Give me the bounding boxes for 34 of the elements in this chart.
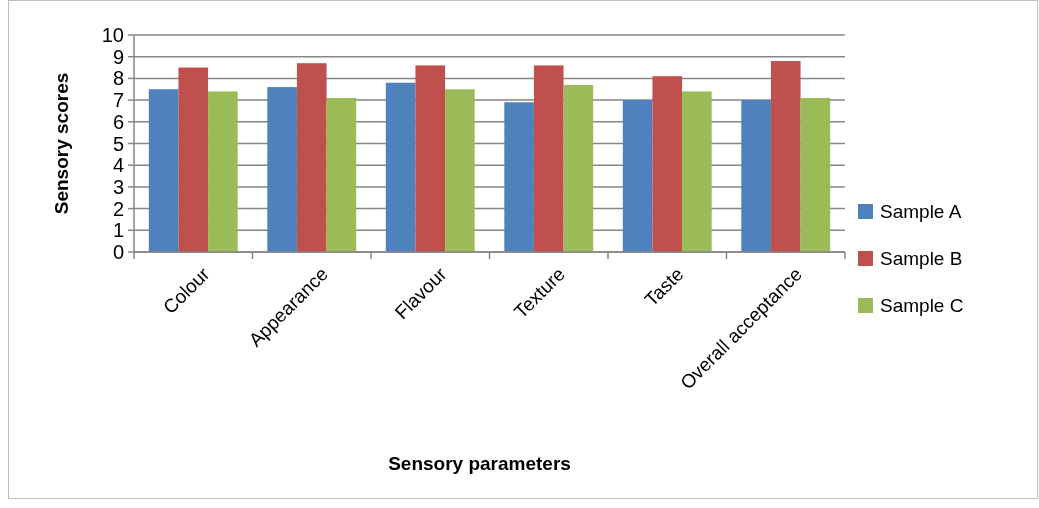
- y-tick-label: 4: [112, 154, 124, 177]
- bar: [445, 89, 475, 252]
- y-tick-label: 3: [112, 175, 124, 198]
- y-tick-label: 8: [112, 67, 124, 90]
- y-tick-label: 10: [101, 24, 124, 46]
- bar: [622, 100, 653, 252]
- y-tick-label: 6: [112, 110, 124, 133]
- bar: [652, 76, 683, 252]
- y-tick-label: 1: [112, 219, 124, 242]
- y-tick-label: 2: [112, 197, 124, 220]
- bar: [504, 102, 534, 252]
- y-tick-label: 5: [112, 132, 124, 155]
- bar: [533, 65, 564, 252]
- bar: [770, 61, 801, 252]
- bar: [178, 67, 209, 252]
- bar: [208, 91, 238, 252]
- bar: [326, 97, 357, 252]
- bar: [148, 89, 179, 252]
- bar: [682, 91, 712, 252]
- bar: [415, 65, 446, 252]
- bar: [267, 87, 297, 252]
- y-tick-label: 0: [112, 241, 124, 263]
- legend-label: Sample B: [880, 247, 963, 269]
- bar: [385, 82, 416, 252]
- y-axis-title: Sensory scores: [51, 72, 72, 215]
- x-axis-title: Sensory parameters: [388, 453, 571, 474]
- y-tick-label: 9: [112, 45, 124, 68]
- bar: [296, 63, 327, 252]
- legend-label: Sample C: [880, 294, 964, 316]
- legend-label: Sample A: [880, 200, 962, 222]
- y-tick-label: 7: [112, 89, 124, 112]
- bar: [563, 84, 594, 252]
- bar: [800, 97, 831, 252]
- bar: [741, 100, 771, 252]
